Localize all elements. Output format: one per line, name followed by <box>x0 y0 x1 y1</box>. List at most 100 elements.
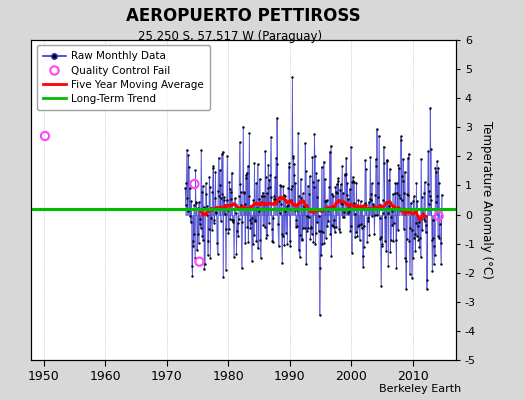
Point <box>183 195 191 202</box>
Point <box>386 166 394 172</box>
Point <box>245 193 253 199</box>
Point <box>290 172 299 179</box>
Point <box>398 173 406 180</box>
Point <box>317 251 325 258</box>
Point <box>238 205 247 211</box>
Point <box>368 213 377 219</box>
Point <box>391 190 399 197</box>
Point <box>227 189 235 196</box>
Point <box>285 160 293 166</box>
Point <box>249 240 257 247</box>
Point <box>281 192 289 199</box>
Point <box>199 183 207 189</box>
Point <box>377 282 385 289</box>
Point <box>280 241 288 248</box>
Point <box>436 240 445 246</box>
Point <box>436 221 444 228</box>
Point <box>281 230 290 236</box>
Point <box>362 202 370 208</box>
Point <box>269 239 277 245</box>
Point <box>213 240 221 246</box>
Point <box>233 228 241 235</box>
Point <box>379 196 387 203</box>
Point <box>371 192 379 198</box>
Point <box>235 193 243 199</box>
Point <box>359 244 368 250</box>
Point <box>262 235 270 241</box>
Point <box>429 235 438 241</box>
Point <box>228 217 236 224</box>
Point <box>381 238 389 244</box>
Point <box>266 183 274 190</box>
Point <box>346 143 355 150</box>
Point <box>384 210 392 216</box>
Point <box>374 194 383 200</box>
Point <box>398 178 407 184</box>
Point <box>206 204 215 211</box>
Point <box>422 286 431 293</box>
Point <box>308 231 316 237</box>
Point <box>198 233 206 239</box>
Point <box>435 180 443 186</box>
Point <box>217 150 226 157</box>
Point <box>362 166 370 172</box>
Point <box>196 216 204 222</box>
Point <box>409 255 417 261</box>
Text: 25.250 S, 57.517 W (Paraguay): 25.250 S, 57.517 W (Paraguay) <box>138 30 323 43</box>
Point <box>193 247 201 254</box>
Point <box>185 207 193 214</box>
Point <box>313 219 321 226</box>
Point <box>287 186 296 192</box>
Point <box>354 223 362 230</box>
Point <box>188 262 196 269</box>
Point <box>184 152 192 158</box>
Point <box>264 185 272 192</box>
Point <box>331 184 340 190</box>
Point <box>356 206 364 212</box>
Point <box>284 185 292 192</box>
Point <box>366 154 375 160</box>
Point <box>277 231 286 237</box>
Point <box>292 217 301 223</box>
Point <box>347 250 356 256</box>
Point <box>198 188 206 195</box>
Point <box>186 212 194 219</box>
Point <box>325 148 334 155</box>
Point <box>329 222 337 229</box>
Point <box>322 198 330 204</box>
Point <box>315 213 323 219</box>
Point <box>397 133 405 139</box>
Point <box>395 165 403 172</box>
Point <box>401 255 409 261</box>
Point <box>367 191 376 198</box>
Point <box>393 190 401 196</box>
Point <box>245 129 254 136</box>
Point <box>263 232 271 238</box>
Point <box>321 176 329 182</box>
Point <box>349 178 357 184</box>
Point <box>357 221 365 227</box>
Point <box>412 220 420 226</box>
Point <box>212 209 220 216</box>
Point <box>375 132 383 139</box>
Point <box>330 224 339 230</box>
Point <box>379 143 388 150</box>
Point <box>259 200 268 207</box>
Point <box>376 236 384 242</box>
Point <box>279 192 288 198</box>
Point <box>352 229 360 236</box>
Point <box>288 183 296 189</box>
Point <box>307 223 315 230</box>
Point <box>414 222 422 229</box>
Point <box>187 219 195 226</box>
Point <box>434 213 443 219</box>
Point <box>271 196 280 202</box>
Point <box>272 200 281 206</box>
Point <box>192 200 200 207</box>
Point <box>250 160 259 166</box>
Point <box>387 237 395 243</box>
Point <box>437 261 445 268</box>
Point <box>348 179 356 186</box>
Point <box>310 184 318 190</box>
Point <box>207 215 215 222</box>
